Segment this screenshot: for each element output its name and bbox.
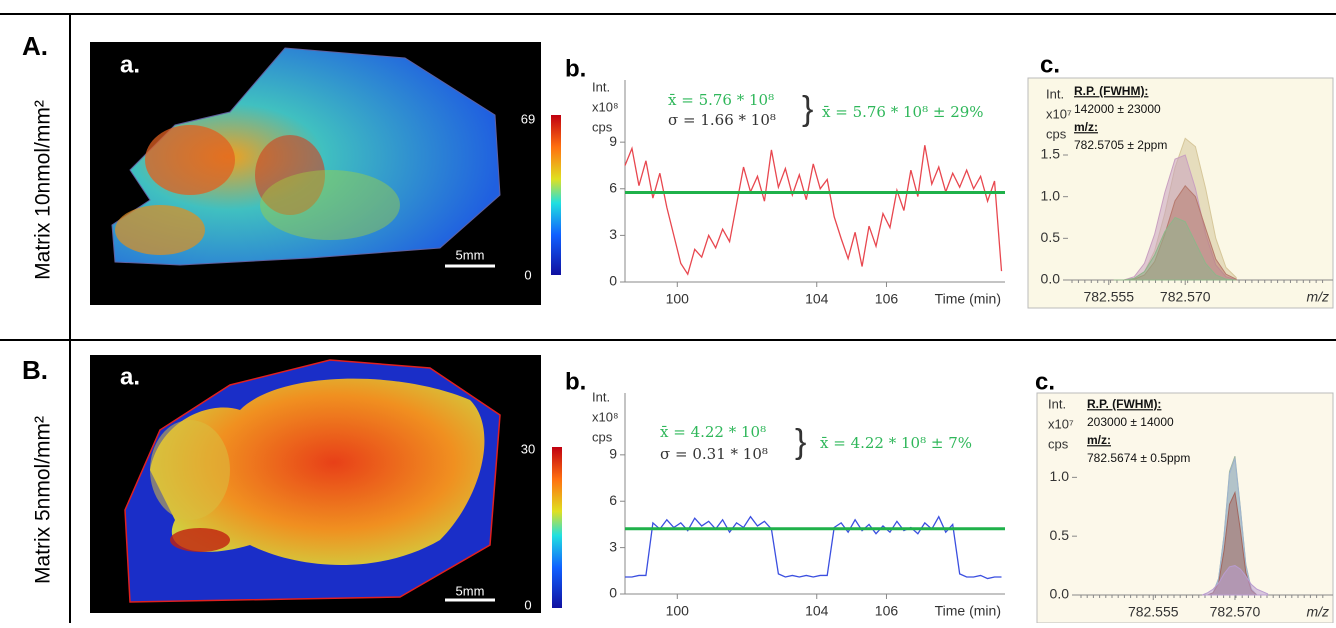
panel-label: c.	[1040, 51, 1060, 78]
y-tick-label: 1.5	[1041, 146, 1061, 162]
y-axis-label: Int.	[592, 389, 610, 404]
y-tick-label: 6	[609, 179, 617, 195]
annotation: σ = 1.66 * 10⁸	[668, 111, 776, 129]
y-tick-label: 0	[609, 273, 617, 289]
y-axis-label: Int.	[1046, 86, 1064, 101]
panel-label: b.	[565, 55, 586, 82]
spectrum-area	[1113, 216, 1237, 281]
side-label: Matrix 5nmol/mm²	[32, 416, 55, 584]
y-tick-label: 0.0	[1041, 271, 1061, 287]
y-axis-label: x10⁸	[592, 409, 618, 424]
annotation: x̄ = 5.76 * 10⁸	[668, 91, 774, 109]
y-axis-label: Int.	[1048, 396, 1066, 411]
image-panel: a. 30 0 5mm	[90, 355, 562, 613]
y-tick-label: 3	[609, 226, 617, 242]
data-line	[624, 145, 1003, 276]
data-line	[625, 515, 1002, 580]
colorbar-min: 0	[524, 267, 531, 282]
x-axis-label: Time (min)	[935, 603, 1001, 619]
annotation: x̄ = 4.22 * 10⁸ ± 7%	[820, 434, 972, 452]
scale-bar-label: 5mm	[456, 247, 485, 262]
y-tick-label: 0.5	[1050, 527, 1070, 543]
y-tick-label: 0	[609, 585, 617, 601]
y-axis-label: cps	[592, 119, 613, 134]
x-tick-label: 104	[805, 291, 829, 307]
colorbar-min: 0	[524, 597, 531, 612]
x-tick-label: 104	[805, 603, 829, 619]
spectrum-area	[1202, 565, 1269, 596]
annotation: m/z:	[1087, 433, 1111, 447]
annotation: R.P. (FWHM):	[1087, 397, 1161, 411]
annotation: 782.5705 ± 2ppm	[1074, 138, 1167, 152]
y-tick-label: 6	[609, 492, 617, 508]
y-axis-label: x10⁸	[592, 99, 618, 114]
panel-label: a.	[120, 51, 140, 78]
y-tick-label: 9	[609, 133, 617, 149]
plot-background	[1036, 392, 1334, 624]
y-tick-label: 1.0	[1041, 187, 1061, 203]
x-tick-label: 100	[666, 291, 690, 307]
x-tick-label: 782.555	[1128, 604, 1179, 620]
scale-bar-label: 5mm	[456, 583, 485, 598]
y-tick-label: 3	[609, 538, 617, 554]
row-label: B.	[22, 355, 48, 385]
annotation: x̄ = 4.22 * 10⁸	[660, 423, 766, 441]
annotation: σ = 0.31 * 10⁸	[660, 445, 768, 463]
annotation: 782.5674 ± 0.5ppm	[1087, 451, 1190, 465]
x-tick-label: 782.570	[1210, 604, 1261, 620]
y-axis-label: x10⁷	[1048, 416, 1074, 431]
y-axis-label: cps	[1046, 126, 1067, 141]
x-axis-label: Time (min)	[935, 291, 1001, 307]
annotation: 203000 ± 14000	[1087, 415, 1174, 429]
panel-label: c.	[1035, 368, 1055, 395]
y-tick-label: 0.5	[1041, 229, 1061, 245]
colorbar-max: 30	[521, 441, 535, 456]
annotation: R.P. (FWHM):	[1074, 84, 1148, 98]
x-axis-label: m/z	[1306, 289, 1329, 305]
y-axis-label: cps	[1048, 436, 1069, 451]
annotation: 142000 ± 23000	[1074, 102, 1161, 116]
y-axis-label: cps	[592, 429, 613, 444]
panel-label: a.	[120, 363, 140, 390]
side-label: Matrix 10nmol/mm²	[32, 100, 55, 280]
y-axis-label: Int.	[592, 79, 610, 94]
x-axis-label: m/z	[1306, 604, 1329, 620]
y-tick-label: 0.0	[1050, 586, 1070, 602]
y-tick-label: 1.0	[1050, 468, 1070, 484]
y-tick-label: 9	[609, 446, 617, 462]
annotation: m/z:	[1074, 120, 1098, 134]
x-tick-label: 100	[666, 603, 690, 619]
x-tick-label: 782.555	[1083, 289, 1134, 305]
brace: }	[802, 90, 813, 128]
frame	[0, 13, 1336, 623]
x-tick-label: 106	[875, 291, 899, 307]
image-panel: a. 69 0 5mm	[90, 42, 561, 305]
x-tick-label: 782.570	[1160, 289, 1211, 305]
y-axis-label: x10⁷	[1046, 106, 1072, 121]
panel-label: b.	[565, 368, 586, 395]
annotation: x̄ = 5.76 * 10⁸ ± 29%	[822, 103, 984, 121]
colorbar-max: 69	[521, 111, 535, 126]
x-tick-label: 106	[875, 603, 899, 619]
brace: }	[795, 423, 806, 461]
row-label: A.	[22, 31, 48, 61]
